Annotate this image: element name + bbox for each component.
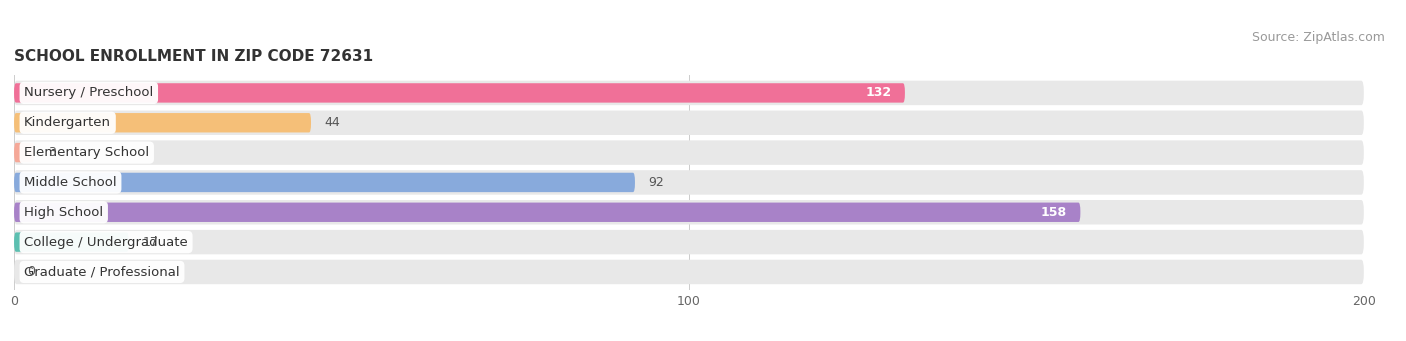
- Text: Source: ZipAtlas.com: Source: ZipAtlas.com: [1251, 31, 1385, 44]
- Text: SCHOOL ENROLLMENT IN ZIP CODE 72631: SCHOOL ENROLLMENT IN ZIP CODE 72631: [14, 49, 373, 64]
- Text: 44: 44: [325, 116, 340, 129]
- Text: 3: 3: [48, 146, 56, 159]
- FancyBboxPatch shape: [14, 230, 1364, 254]
- Text: Kindergarten: Kindergarten: [24, 116, 111, 129]
- Text: College / Undergraduate: College / Undergraduate: [24, 236, 188, 249]
- Text: High School: High School: [24, 206, 103, 219]
- Text: Graduate / Professional: Graduate / Professional: [24, 265, 180, 279]
- Text: 92: 92: [648, 176, 664, 189]
- Text: Nursery / Preschool: Nursery / Preschool: [24, 86, 153, 100]
- FancyBboxPatch shape: [14, 113, 311, 132]
- Text: 17: 17: [142, 236, 157, 249]
- FancyBboxPatch shape: [14, 170, 1364, 195]
- Text: Middle School: Middle School: [24, 176, 117, 189]
- FancyBboxPatch shape: [14, 203, 1080, 222]
- Text: 132: 132: [865, 86, 891, 100]
- Text: Elementary School: Elementary School: [24, 146, 149, 159]
- FancyBboxPatch shape: [14, 83, 905, 103]
- FancyBboxPatch shape: [14, 173, 636, 192]
- FancyBboxPatch shape: [14, 143, 34, 162]
- FancyBboxPatch shape: [14, 260, 1364, 284]
- FancyBboxPatch shape: [14, 140, 1364, 165]
- FancyBboxPatch shape: [14, 81, 1364, 105]
- Text: 0: 0: [28, 265, 35, 279]
- Text: 158: 158: [1040, 206, 1067, 219]
- FancyBboxPatch shape: [14, 110, 1364, 135]
- FancyBboxPatch shape: [14, 233, 129, 252]
- FancyBboxPatch shape: [14, 200, 1364, 224]
